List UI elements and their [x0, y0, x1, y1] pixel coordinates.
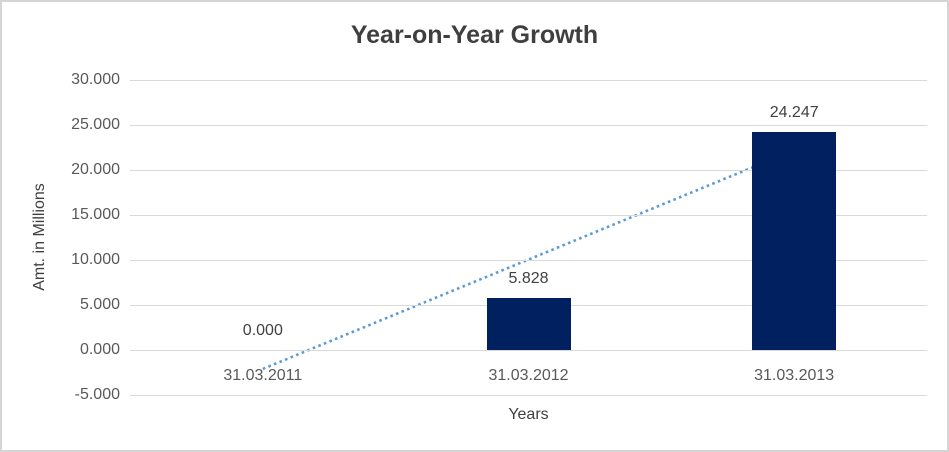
y-axis-tick-label: -5.000 — [74, 386, 120, 403]
chart-title: Year-on-Year Growth — [350, 21, 599, 49]
gridline — [130, 214, 927, 216]
y-axis-tick-label: 0.000 — [79, 341, 120, 358]
gridline — [130, 169, 927, 171]
gridline — [130, 124, 927, 126]
gridline — [130, 349, 927, 351]
bar-data-label: 0.000 — [242, 322, 283, 339]
x-axis-tick-label: 31.03.2013 — [754, 367, 835, 384]
gridline — [130, 79, 927, 81]
y-axis-tick-label: 5.000 — [79, 296, 120, 313]
y-axis-tick-label: 25.000 — [71, 116, 120, 133]
bar-data-label: 24.247 — [769, 103, 819, 121]
gridline — [130, 394, 927, 396]
x-axis-tick-label: 31.03.2011 — [223, 367, 303, 384]
y-axis-tick-label: 10.000 — [71, 251, 120, 268]
y-axis-tick-label: 30.000 — [71, 71, 120, 88]
bar-31.03.2013 — [752, 131, 837, 350]
y-axis-tick-label: 15.000 — [71, 206, 120, 223]
y-axis-tick-label: 20.000 — [71, 161, 120, 178]
gridline — [130, 259, 927, 261]
y-axis-title: Amt. in Millions — [31, 183, 48, 291]
x-axis-title: Years — [508, 406, 549, 423]
bar-31.03.2012 — [486, 297, 571, 350]
bar-data-label: 5.828 — [508, 269, 549, 287]
x-axis-tick-label: 31.03.2012 — [488, 367, 569, 384]
